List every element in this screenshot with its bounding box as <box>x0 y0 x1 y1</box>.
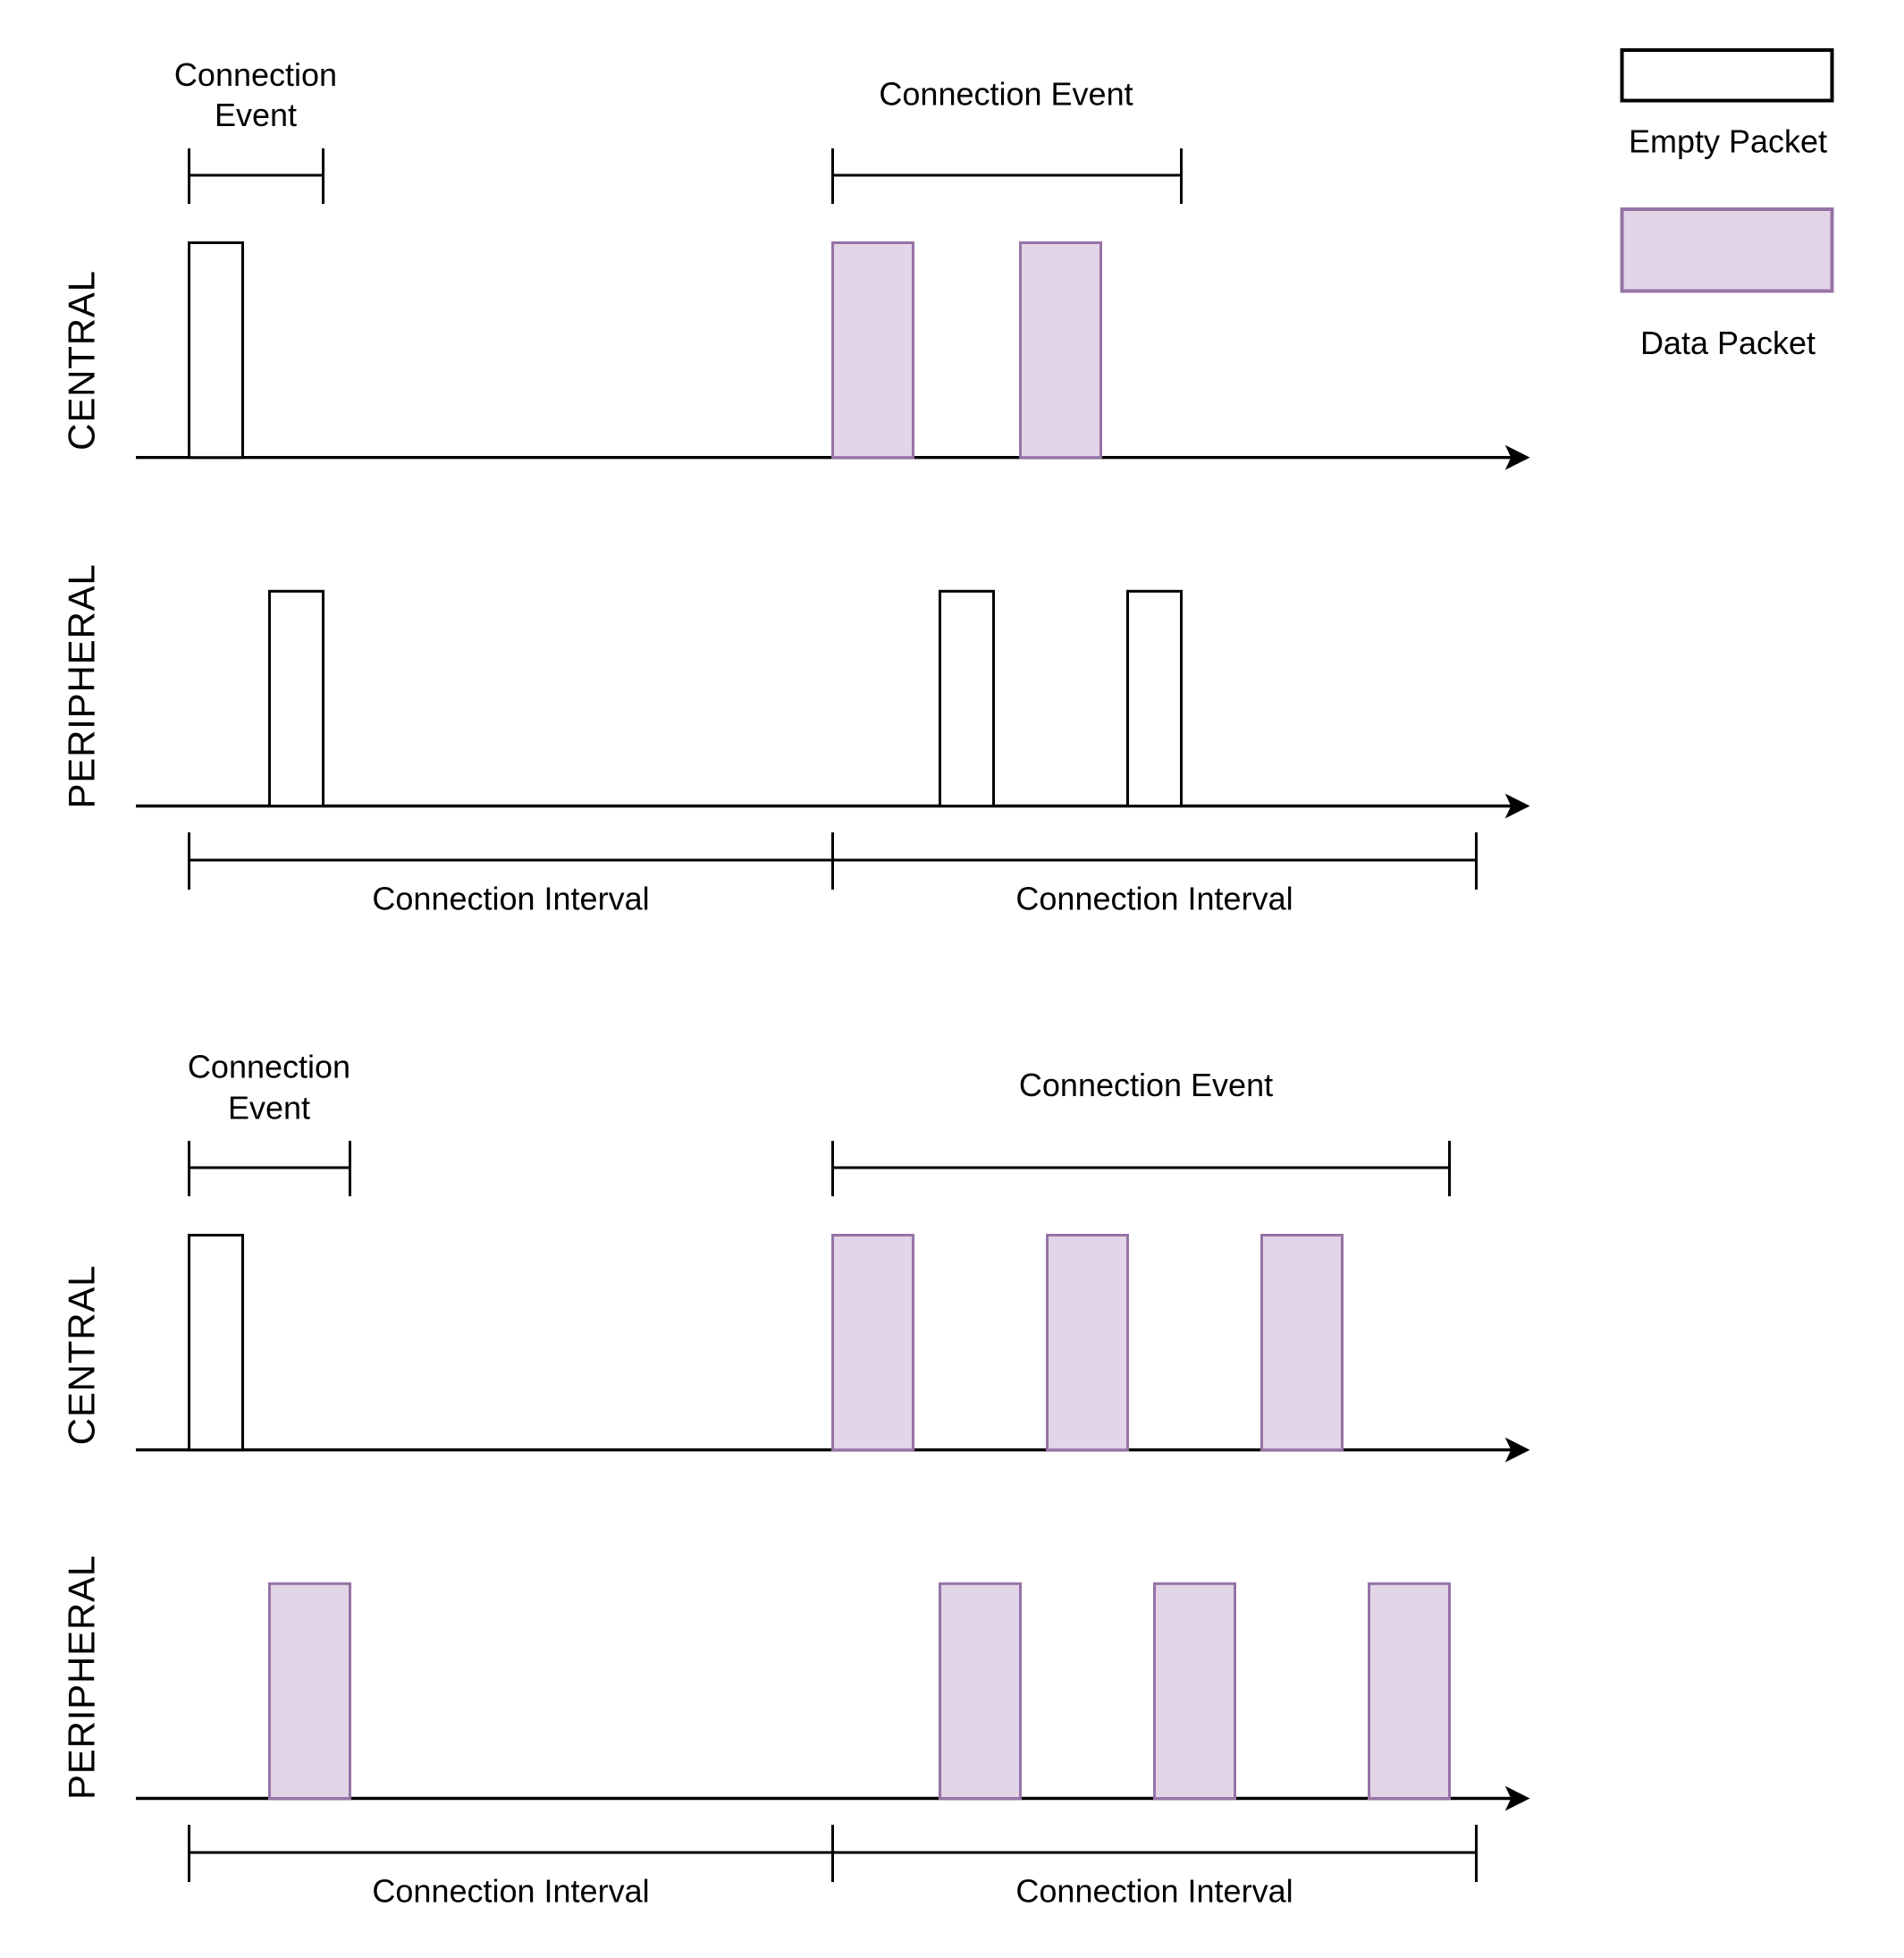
svg-text:CENTRAL: CENTRAL <box>61 1265 103 1446</box>
svg-text:Data Packet: Data Packet <box>1640 325 1816 361</box>
svg-text:Empty Packet: Empty Packet <box>1629 123 1827 160</box>
svg-text:PERIPHERAL: PERIPHERAL <box>61 1555 103 1800</box>
svg-text:Connection: Connection <box>174 56 337 93</box>
svg-text:CENTRAL: CENTRAL <box>61 270 103 451</box>
svg-text:Connection Event: Connection Event <box>879 75 1133 112</box>
svg-text:PERIPHERAL: PERIPHERAL <box>61 563 103 808</box>
svg-text:Event: Event <box>228 1089 310 1126</box>
svg-text:Connection Interval: Connection Interval <box>1015 881 1293 917</box>
svg-text:Event: Event <box>215 97 297 133</box>
svg-text:Connection: Connection <box>188 1049 350 1085</box>
svg-text:Connection Interval: Connection Interval <box>1015 1873 1293 1910</box>
svg-text:Connection Interval: Connection Interval <box>372 881 649 917</box>
svg-text:Connection Interval: Connection Interval <box>372 1873 649 1910</box>
svg-text:Connection Event: Connection Event <box>1019 1067 1273 1103</box>
